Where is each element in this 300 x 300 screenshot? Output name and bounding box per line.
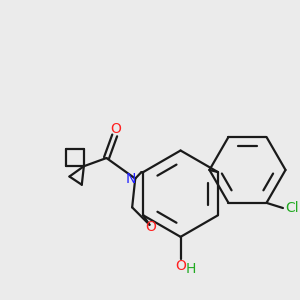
Text: N: N bbox=[126, 172, 136, 186]
Text: Cl: Cl bbox=[285, 201, 299, 215]
Text: O: O bbox=[145, 220, 156, 234]
Text: O: O bbox=[110, 122, 121, 136]
Text: O: O bbox=[175, 259, 186, 273]
Text: H: H bbox=[186, 262, 196, 276]
